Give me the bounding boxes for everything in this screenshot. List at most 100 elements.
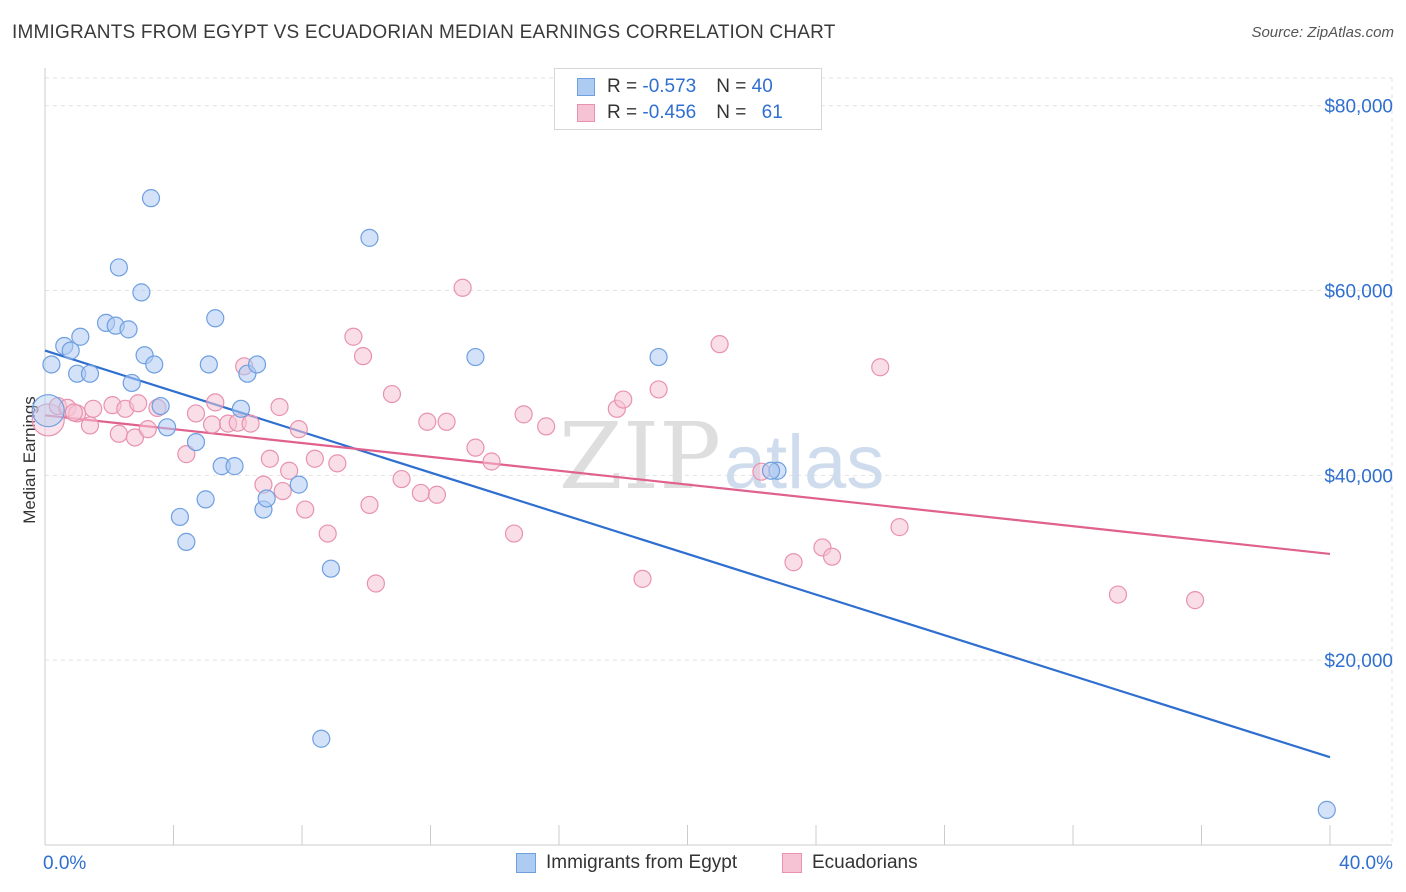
pink-point-27 (296, 500, 315, 519)
egypt-r-label: R = (607, 76, 643, 97)
pink-point-41 (453, 278, 472, 297)
pink-point-7 (109, 424, 128, 443)
blue-point-21 (196, 490, 215, 509)
pink-point-16 (206, 393, 225, 412)
blue-point-34 (360, 228, 379, 247)
blue-point-17 (157, 418, 177, 437)
blue-point-33 (321, 559, 341, 578)
x-tick-label-1: 40.0% (1339, 853, 1393, 874)
pink-point-31 (344, 327, 363, 346)
blue-point-15 (145, 355, 164, 374)
blue-point-3 (61, 341, 80, 360)
pink-point-32 (353, 347, 373, 366)
blue-point-11 (122, 373, 141, 393)
blue-point-12 (132, 283, 151, 302)
series-legend: Immigrants from Egypt Ecuadorians (0, 852, 1406, 876)
ecuadorians-swatch (577, 104, 595, 122)
pink-point-26 (289, 420, 308, 439)
pink-point-4 (80, 416, 100, 435)
pink-point-13 (177, 445, 196, 464)
blue-point-22 (199, 355, 218, 374)
pink-point-14 (186, 404, 206, 423)
pink-point-42 (466, 438, 485, 457)
blue-point-10 (119, 320, 138, 339)
pink-point-40 (437, 412, 456, 431)
axes (44, 68, 1392, 846)
blue-point-30 (257, 489, 276, 508)
pink-point-20 (241, 414, 260, 433)
pink-point-38 (418, 412, 437, 431)
pink-point-60 (64, 403, 84, 422)
blue-point-35 (466, 347, 485, 367)
blue-point-18 (170, 507, 190, 527)
blue-point-23 (206, 309, 225, 328)
egypt-n-label: N = (716, 76, 752, 97)
pink-point-48 (614, 390, 633, 409)
pink-point-22 (260, 449, 279, 468)
blue-point-26 (231, 399, 251, 418)
blue-point-25 (225, 457, 244, 476)
legend-item-ecuadorians[interactable]: Ecuadorians (782, 852, 918, 874)
blue-point-14 (141, 189, 161, 208)
pink-point-57 (890, 518, 909, 537)
pink-point-29 (318, 524, 337, 543)
pink-point-55 (822, 547, 842, 566)
legend-label-ecuadorians: Ecuadorians (812, 852, 918, 873)
pink-point-28 (305, 449, 324, 468)
pink-trend-line (44, 414, 1331, 556)
pink-point-50 (649, 380, 668, 399)
blue-point-36 (649, 347, 668, 367)
pink-point-11 (138, 420, 157, 439)
stats-row-egypt: R = -0.573 N = 40 (577, 75, 773, 99)
pink-point-30 (328, 454, 347, 473)
tick-labels: $20,000 $40,000 $60,000 $80,000 0.0% 40.0% (43, 97, 1393, 874)
pink-point-9 (125, 428, 145, 447)
blue-point-4 (71, 327, 90, 346)
ecuadorians-n-value: 61 (761, 102, 783, 123)
pink-point-35 (382, 384, 402, 404)
pink-point-5 (84, 399, 103, 418)
x-tick-label-0: 0.0% (43, 853, 86, 874)
y-tick-label-3: $80,000 (1324, 97, 1393, 118)
pink-point-25 (280, 461, 299, 480)
blue-point-0 (31, 394, 65, 428)
blue-point-20 (186, 432, 206, 452)
pink-point-46 (537, 417, 556, 436)
egypt-r-value: -0.573 (642, 76, 697, 97)
pink-point-23 (270, 397, 289, 417)
ecuadorians-n-label: N = (716, 102, 752, 123)
blue-point-16 (151, 396, 170, 416)
stats-legend: R = -0.573 N = 40 R = -0.456 N = 61 (554, 68, 822, 130)
watermark-zip: ZIP (559, 403, 721, 510)
blue-trend-line (44, 349, 1331, 759)
blue-point-6 (80, 364, 100, 383)
pink-point-34 (366, 574, 385, 593)
ecuadorians-r-value: -0.456 (642, 102, 697, 123)
stats-row-ecuadorians: R = -0.456 N = 61 (577, 101, 783, 125)
blue-point-28 (247, 355, 267, 374)
blue-point-1 (42, 355, 61, 374)
pink-point-39 (427, 485, 447, 504)
egypt-n-value: 40 (751, 76, 773, 97)
pink-point-53 (784, 553, 803, 572)
y-tick-label-2: $60,000 (1324, 282, 1393, 303)
pink-point-58 (1108, 585, 1128, 604)
data-points (31, 189, 1336, 819)
watermark: ZIP atlas (559, 403, 884, 510)
pink-point-36 (392, 469, 411, 489)
blue-point-31 (289, 475, 308, 494)
legend-swatch-egypt (516, 853, 536, 873)
ecuadorians-r-label: R = (607, 102, 643, 123)
y-tick-label-0: $20,000 (1324, 651, 1393, 672)
pink-point-51 (710, 335, 729, 354)
blue-point-39 (1317, 800, 1336, 819)
pink-point-59 (1185, 591, 1205, 610)
chart-title: IMMIGRANTS FROM EGYPT VS ECUADORIAN MEDI… (12, 22, 836, 43)
pink-point-15 (202, 415, 222, 434)
legend-label-egypt: Immigrants from Egypt (546, 852, 738, 873)
legend-item-egypt[interactable]: Immigrants from Egypt (516, 852, 737, 874)
blue-point-32 (312, 729, 331, 748)
blue-point-19 (177, 532, 196, 551)
pink-point-37 (411, 483, 430, 503)
